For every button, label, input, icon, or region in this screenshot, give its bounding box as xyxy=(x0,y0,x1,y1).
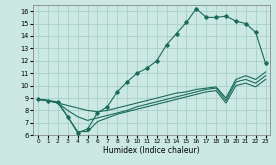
X-axis label: Humidex (Indice chaleur): Humidex (Indice chaleur) xyxy=(104,146,200,155)
